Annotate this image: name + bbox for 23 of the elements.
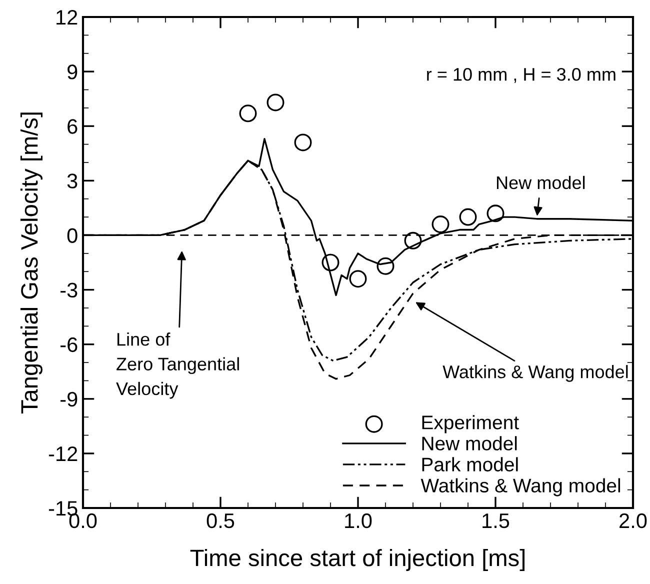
y-tick-label: -3 [60, 282, 78, 298]
y-axis-title: Tangential Gas Velocity [m/s] [20, 112, 42, 414]
annotation: New model [496, 176, 585, 190]
y-tick-label: 12 [56, 10, 78, 25]
x-tick-label: 1.0 [345, 513, 372, 528]
legend-label: New model [422, 436, 517, 450]
x-tick-label: 2.0 [620, 513, 647, 528]
legend-label: Experiment [422, 415, 519, 434]
legend-label: Park model [422, 457, 518, 472]
legend-label: Watkins & Wang model [420, 478, 620, 496]
x-tick-label: 0.5 [206, 513, 234, 528]
y-tick-label: 9 [68, 64, 78, 80]
annotation: Line of Zero Tangential Velocity [116, 332, 239, 399]
y-tick-label: -12 [48, 446, 78, 461]
x-axis-title: Time since start of injection [ms] [190, 548, 524, 571]
y-tick-label: 0 [67, 228, 78, 243]
x-tick-label: 1.5 [482, 514, 510, 528]
y-tick-label: -6 [60, 337, 78, 352]
y-tick-label: 3 [67, 174, 78, 188]
y-tick-label: -9 [60, 392, 78, 407]
y-tick-label: 6 [68, 119, 78, 134]
annotation: Watkins & Wang model [442, 365, 628, 382]
annotation: r = 10 mm , H = 3.0 mm [427, 68, 616, 83]
